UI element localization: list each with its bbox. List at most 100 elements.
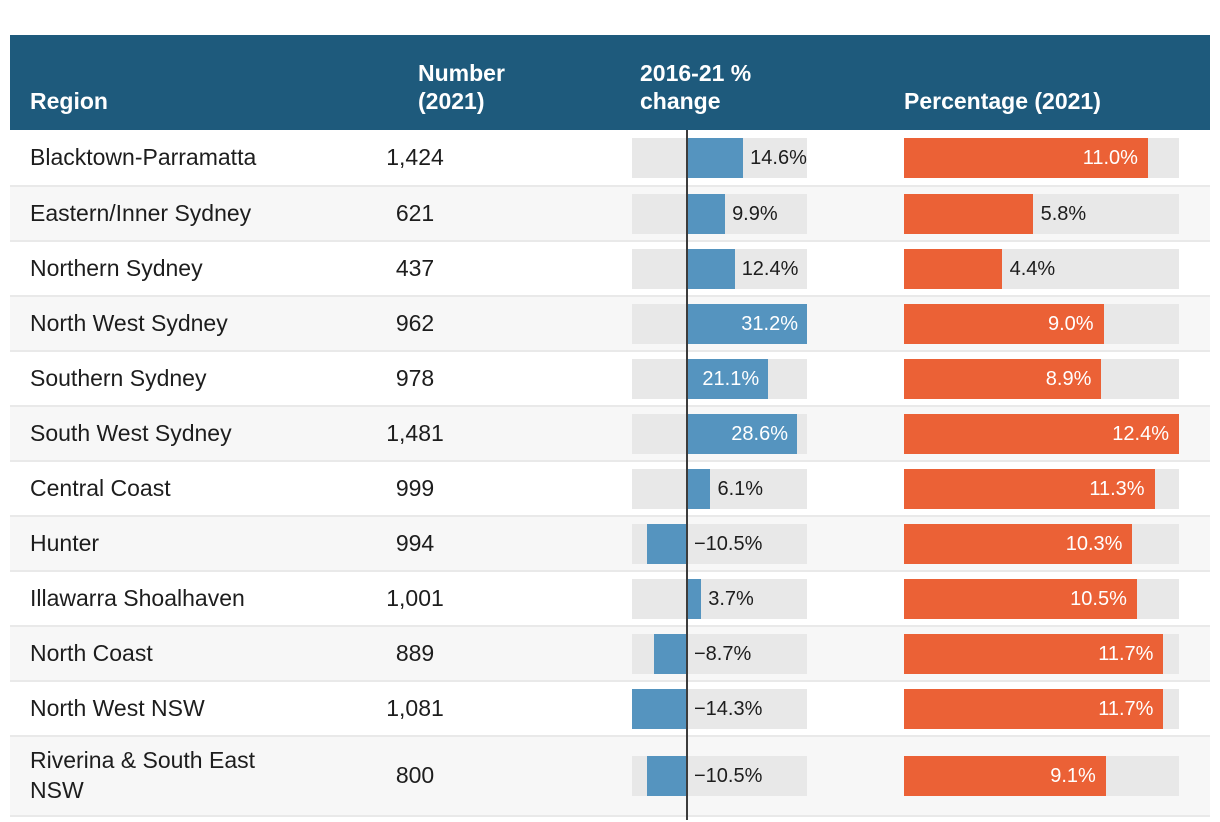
table-row: North West Sydney 962 31.2% 9.0%: [10, 295, 1210, 350]
percentage-value-label: 11.0%: [1082, 146, 1138, 169]
percentage-bar-track: 10.3%: [904, 523, 1179, 564]
region-label: Illawarra Shoalhaven: [30, 584, 245, 611]
percentage-bar: [904, 248, 1002, 289]
change-bar-track: 6.1%: [632, 468, 807, 509]
number-value: 994: [395, 530, 435, 556]
table-row: Blacktown-Parramatta 1,424 14.6% 11.0%: [10, 130, 1210, 185]
region-label: North West NSW: [30, 694, 205, 721]
change-value-label: −14.3%: [694, 697, 763, 720]
change-value-label: −8.7%: [694, 642, 752, 665]
percentage-bar: [904, 303, 1104, 344]
change-bar: [687, 193, 726, 234]
region-label: North West Sydney: [30, 309, 228, 336]
table-row: Eastern/Inner Sydney 621 9.9% 5.8%: [10, 185, 1210, 240]
region-label: Riverina & South East NSW: [30, 747, 256, 803]
percentage-bar-track: 11.7%: [904, 633, 1179, 674]
table-row: North West NSW 1,081 −14.3% 11.7%: [10, 680, 1210, 735]
change-value-label: 28.6%: [731, 422, 788, 445]
percentage-bar-track: 11.7%: [904, 688, 1179, 729]
number-value: 999: [395, 475, 435, 501]
number-value: 1,424: [386, 144, 444, 170]
change-bar-track: −14.3%: [632, 688, 807, 729]
change-bar: [646, 755, 687, 796]
number-value: 800: [395, 762, 435, 789]
region-label: Hunter: [30, 529, 100, 556]
change-bar: [687, 137, 744, 178]
percentage-bar: [904, 358, 1102, 399]
percentage-bar: [904, 523, 1133, 564]
change-bar-track: −8.7%: [632, 633, 807, 674]
change-bar: [632, 688, 687, 729]
percentage-bar: [904, 633, 1164, 674]
header-region: Region: [30, 88, 108, 115]
number-value: 1,001: [386, 585, 444, 611]
change-value-label: 21.1%: [702, 367, 760, 390]
table-body: Blacktown-Parramatta 1,424 14.6% 11.0% E…: [10, 130, 1210, 817]
change-value-label: 31.2%: [741, 312, 798, 335]
percentage-bar: [904, 193, 1033, 234]
percentage-bar: [904, 413, 1179, 454]
region-label: Northern Sydney: [30, 254, 203, 281]
number-value: 1,481: [386, 420, 444, 446]
change-bar-track: 9.9%: [632, 193, 807, 234]
change-bar: [653, 633, 687, 674]
percentage-bar-track: 4.4%: [904, 248, 1179, 289]
percentage-bar-track: 8.9%: [904, 358, 1179, 399]
percentage-bar-track: 11.3%: [904, 468, 1179, 509]
percentage-bar: [904, 468, 1155, 509]
percentage-value-label: 11.3%: [1089, 477, 1145, 500]
table-header: Region Number (2021) 2016-21 % change Pe…: [10, 35, 1210, 130]
table-row: Northern Sydney 437 12.4% 4.4%: [10, 240, 1210, 295]
percentage-bar: [904, 578, 1137, 619]
percentage-value-label: 10.5%: [1070, 587, 1127, 610]
percentage-value-label: 11.7%: [1098, 697, 1154, 720]
region-label: Central Coast: [30, 474, 171, 501]
change-bar-track: −10.5%: [632, 755, 807, 796]
change-value-label: 3.7%: [708, 587, 754, 610]
number-value: 978: [395, 365, 435, 391]
table-row: Southern Sydney 978 21.1% 8.9%: [10, 350, 1210, 405]
percentage-bar-track: 11.0%: [904, 137, 1179, 178]
table-row: Riverina & South East NSW 800 −10.5% 9.1…: [10, 735, 1210, 817]
change-bar: [687, 303, 807, 344]
percentage-value-label: 12.4%: [1112, 422, 1169, 445]
percentage-bar: [904, 755, 1106, 796]
percentage-bar-track: 10.5%: [904, 578, 1179, 619]
region-label: Southern Sydney: [30, 364, 207, 391]
change-value-label: 9.9%: [732, 202, 778, 225]
percentage-bar: [904, 137, 1148, 178]
percentage-bar-track: 9.0%: [904, 303, 1179, 344]
regional-population-table: Region Number (2021) 2016-21 % change Pe…: [10, 35, 1210, 820]
region-label: Blacktown-Parramatta: [30, 143, 257, 170]
change-value-label: 12.4%: [741, 257, 799, 280]
change-value-label: −10.5%: [694, 764, 763, 787]
region-label: South West Sydney: [30, 419, 232, 446]
zero-axis-line: [686, 130, 688, 820]
table-row: Central Coast 999 6.1% 11.3%: [10, 460, 1210, 515]
change-bar: [687, 578, 702, 619]
change-bar-track: 14.6%: [632, 137, 807, 178]
number-value: 962: [395, 310, 435, 336]
header-change: 2016-21 % change: [640, 59, 752, 115]
change-bar-track: 31.2%: [632, 303, 807, 344]
change-bar-track: 21.1%: [632, 358, 807, 399]
table-row: South West Sydney 1,481 28.6% 12.4%: [10, 405, 1210, 460]
table-row: North Coast 889 −8.7% 11.7%: [10, 625, 1210, 680]
change-value-label: −10.5%: [694, 532, 763, 555]
header-percentage: Percentage (2021): [904, 88, 1101, 115]
number-value: 889: [395, 640, 435, 666]
change-bar-track: 3.7%: [632, 578, 807, 619]
change-bar: [646, 523, 687, 564]
change-bar-track: 28.6%: [632, 413, 807, 454]
percentage-bar-track: 12.4%: [904, 413, 1179, 454]
header-number: Number (2021): [418, 59, 505, 115]
percentage-value-label: 11.7%: [1098, 642, 1154, 665]
change-bar: [687, 413, 797, 454]
change-bar-track: 12.4%: [632, 248, 807, 289]
change-bar: [687, 358, 769, 399]
table-row: Illawarra Shoalhaven 1,001 3.7% 10.5%: [10, 570, 1210, 625]
change-value-label: 14.6%: [750, 146, 807, 169]
percentage-value-label: 4.4%: [1009, 257, 1056, 280]
percentage-value-label: 9.1%: [1050, 764, 1096, 787]
number-value: 1,081: [386, 695, 444, 721]
